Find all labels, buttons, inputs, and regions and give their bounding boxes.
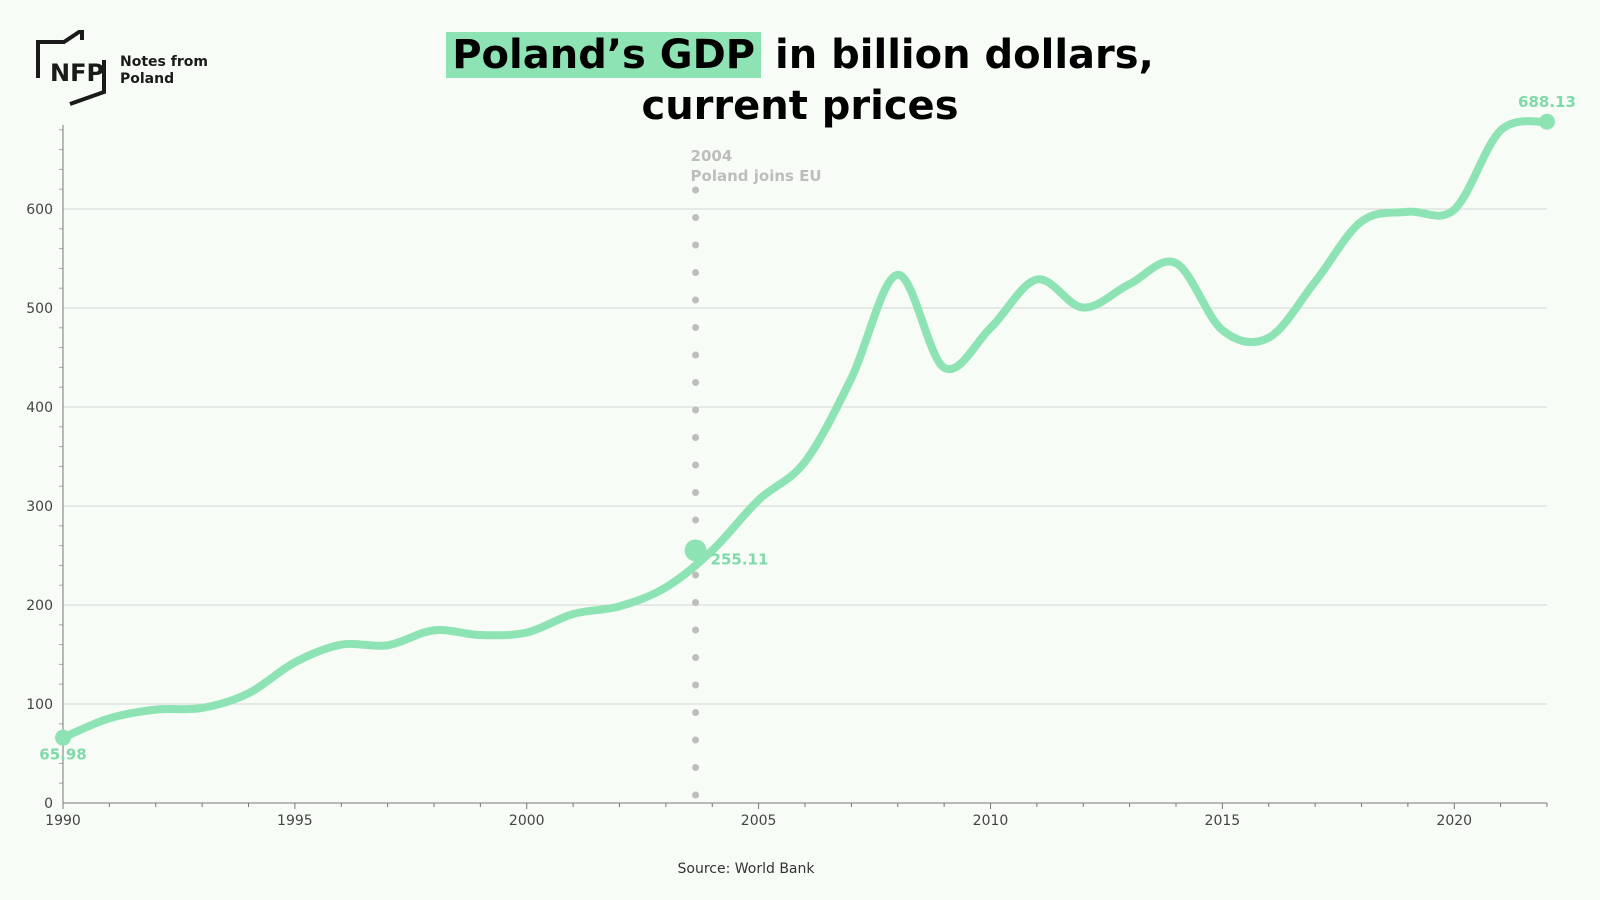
- gdp-series-line: [59, 117, 1551, 742]
- data-point-1997: [386, 643, 390, 647]
- event-marker-dot: [692, 186, 700, 194]
- nfp-logo-mark: NFP: [36, 28, 106, 106]
- x-tick-label-2000: 2000: [509, 813, 545, 829]
- data-point-2011: [1035, 277, 1039, 281]
- x-tick-label-1995: 1995: [277, 813, 313, 829]
- event-marker-dot: [692, 351, 700, 359]
- data-point-2002: [618, 604, 622, 608]
- chart-title: Poland’s GDP in billion dollars, current…: [0, 30, 1600, 132]
- event-marker-dot: [692, 434, 700, 441]
- x-tick-label-2020: 2020: [1436, 813, 1472, 829]
- event-marker-dot: [692, 241, 700, 249]
- nfp-logo: NFP: [36, 28, 236, 110]
- data-point-1994: [247, 691, 251, 695]
- data-point-2012: [1081, 306, 1085, 310]
- y-tick-label-0: 0: [44, 796, 53, 812]
- data-point-2015: [1220, 328, 1224, 332]
- event-marker-dot: [692, 324, 700, 331]
- event-year: 2004: [691, 147, 733, 165]
- data-point-1996: [339, 643, 343, 647]
- data-point-2008: [896, 273, 900, 277]
- logo-line-2: Poland: [120, 71, 175, 87]
- y-tick-label-200: 200: [26, 598, 53, 614]
- event-marker-dot: [692, 599, 700, 606]
- data-point-2006: [803, 460, 807, 464]
- y-tick-label-100: 100: [26, 697, 53, 713]
- data-point-1998: [432, 628, 436, 632]
- event-marker-dot: [692, 269, 700, 276]
- annotation-point-2: [1539, 113, 1555, 130]
- x-tick-label-1990: 1990: [45, 813, 81, 829]
- event-marker-dot: [692, 681, 700, 689]
- data-point-1995: [293, 660, 297, 664]
- event-marker-dot: [692, 379, 700, 386]
- data-point-2009: [942, 366, 946, 370]
- logo-line-1: Notes from: [120, 54, 208, 70]
- data-point-2013: [1128, 282, 1132, 286]
- y-tick-label-400: 400: [26, 400, 53, 416]
- event-label: Poland joins EU: [691, 167, 822, 185]
- data-point-1991: [107, 716, 111, 720]
- event-marker-dot: [692, 406, 700, 414]
- event-marker-dot: [692, 516, 700, 524]
- data-point-1992: [154, 708, 158, 712]
- x-tick-label-2015: 2015: [1205, 813, 1241, 829]
- logo-brand-text: Notes from Poland: [120, 54, 208, 88]
- data-point-2014: [1174, 261, 1178, 265]
- data-point-2003: [664, 585, 668, 589]
- y-tick-label-500: 500: [26, 301, 53, 317]
- event-marker-dot: [692, 764, 700, 771]
- event-marker-dot: [692, 626, 700, 634]
- event-marker-dot: [692, 214, 700, 221]
- data-point-2010: [989, 326, 993, 330]
- data-point-2017: [1313, 280, 1317, 284]
- data-point-2018: [1360, 219, 1364, 223]
- title-rest: in billion dollars,: [761, 32, 1154, 78]
- event-marker-dot: [692, 709, 700, 716]
- event-marker-dot: [692, 791, 700, 799]
- annotation-label-2: 688.13: [1518, 93, 1576, 111]
- data-point-2019: [1406, 210, 1410, 214]
- data-point-2021: [1499, 128, 1503, 132]
- event-marker-dot: [692, 736, 700, 744]
- logo-mark-text: NFP: [50, 59, 104, 87]
- data-point-1993: [200, 706, 204, 710]
- y-tick-label-300: 300: [26, 499, 53, 515]
- event-marker-dot: [692, 571, 700, 579]
- data-point-2007: [849, 376, 853, 380]
- annotation-label-0: 65.98: [39, 746, 86, 764]
- x-tick-label-2010: 2010: [973, 813, 1009, 829]
- y-tick-label-600: 600: [26, 202, 53, 218]
- event-marker-dot: [692, 296, 700, 304]
- chart-title-line-1: Poland’s GDP in billion dollars,: [0, 30, 1600, 81]
- event-marker-dot: [692, 654, 700, 661]
- data-point-2000: [525, 631, 529, 635]
- x-tick-label-2005: 2005: [741, 813, 777, 829]
- data-point-2020: [1452, 208, 1456, 212]
- data-point-2005: [757, 498, 761, 502]
- data-point-2001: [571, 612, 575, 616]
- title-highlight: Poland’s GDP: [446, 32, 762, 78]
- annotation-point-1: [684, 539, 707, 562]
- annotation-label-1: 255.11: [711, 550, 769, 568]
- annotation-point-0: [55, 729, 71, 746]
- event-marker-dot: [692, 461, 700, 469]
- event-marker-dot: [692, 489, 700, 496]
- chart-title-line-2: current prices: [641, 83, 959, 129]
- source-note: Source: World Bank: [677, 861, 815, 877]
- data-point-2016: [1267, 336, 1271, 340]
- data-point-1999: [478, 633, 482, 637]
